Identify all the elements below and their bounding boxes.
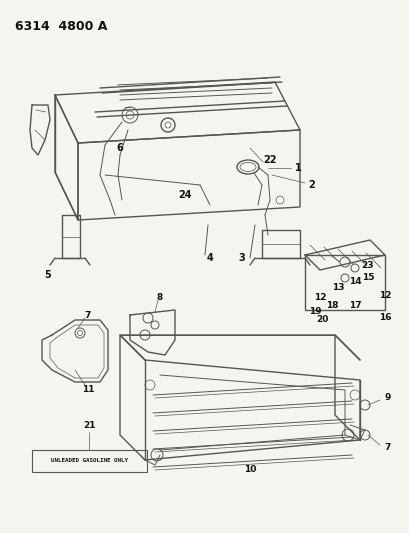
Bar: [32, 450, 147, 472]
Text: 13: 13: [331, 284, 344, 293]
Text: 10: 10: [243, 465, 256, 474]
Text: UNLEADED GASOLINE ONLY: UNLEADED GASOLINE ONLY: [51, 458, 128, 464]
Text: 7: 7: [85, 311, 91, 319]
Text: 11: 11: [81, 385, 94, 394]
Text: 12: 12: [378, 292, 390, 301]
Text: 23: 23: [361, 261, 373, 270]
Text: 21: 21: [83, 421, 96, 430]
Text: 9: 9: [384, 393, 390, 402]
Text: 8: 8: [157, 293, 163, 302]
Text: 17: 17: [348, 301, 360, 310]
Text: 19: 19: [308, 308, 321, 317]
Text: 18: 18: [325, 301, 337, 310]
Text: 20: 20: [315, 316, 327, 325]
Text: 4: 4: [206, 253, 213, 263]
Text: 6: 6: [116, 143, 123, 153]
Text: 2: 2: [308, 180, 315, 190]
Text: 5: 5: [45, 270, 51, 280]
Text: 3: 3: [238, 253, 245, 263]
Text: 6314  4800 A: 6314 4800 A: [15, 20, 107, 33]
Text: 12: 12: [313, 294, 326, 303]
Text: 22: 22: [263, 155, 276, 165]
Text: 16: 16: [378, 313, 390, 322]
Text: 7: 7: [384, 443, 390, 453]
Text: 24: 24: [178, 190, 191, 200]
Text: 14: 14: [348, 278, 360, 287]
Text: 1: 1: [294, 163, 301, 173]
Text: 15: 15: [361, 272, 373, 281]
